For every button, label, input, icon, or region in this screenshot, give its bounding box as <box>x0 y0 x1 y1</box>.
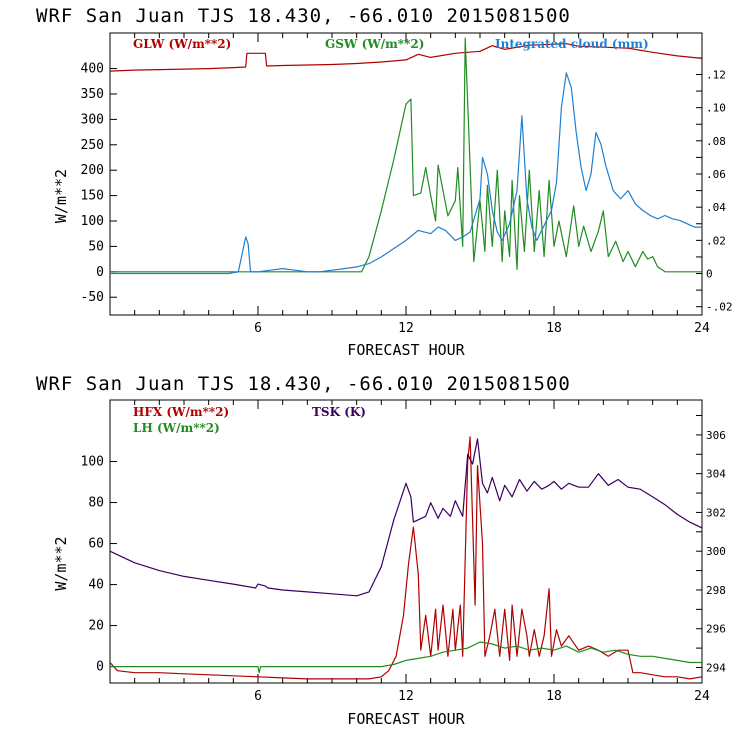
y-tick-label: 0 <box>96 265 104 280</box>
series-line-gsw <box>110 37 702 273</box>
plot-frame <box>109 32 703 316</box>
y-tick-label: 200 <box>81 163 104 178</box>
y-tick-label: -50 <box>81 290 104 305</box>
legend-entry: Integrated cloud (mm) <box>495 37 649 51</box>
y-tick-label: 100 <box>81 455 104 470</box>
x-tick-label: 24 <box>694 689 710 704</box>
chart-panel-1: WRF San Juan TJS 18.430, -66.010 2015081… <box>36 5 733 359</box>
x-tick-label: 18 <box>546 321 562 336</box>
y-tick-label: 250 <box>81 138 104 153</box>
x-tick-label: 6 <box>254 689 262 704</box>
y2-tick-label: .10 <box>706 102 726 115</box>
x-axis-label: FORECAST HOUR <box>347 341 465 359</box>
y2-tick-label: 300 <box>706 545 726 558</box>
y2-tick-label: -.02 <box>706 301 733 314</box>
y-axis-label: W/m**2 <box>52 169 70 223</box>
series-line-hfx <box>109 436 703 680</box>
y2-tick-label: .06 <box>706 168 726 181</box>
y-tick-label: 400 <box>81 62 104 77</box>
legend-entry: TSK (K) <box>312 405 366 419</box>
x-axis-label: FORECAST HOUR <box>347 710 465 728</box>
y2-tick-label: .04 <box>706 201 726 214</box>
legend-entry: GSW (W/m**2) <box>325 37 424 51</box>
y-tick-label: 60 <box>88 537 104 552</box>
y-tick-label: 40 <box>88 578 104 593</box>
x-tick-label: 24 <box>694 321 710 336</box>
series-line-glw <box>109 43 703 72</box>
y-tick-label: 20 <box>88 619 104 634</box>
x-tick-label: 12 <box>398 689 414 704</box>
x-tick-label: 6 <box>254 321 262 336</box>
y2-tick-label: 294 <box>706 661 726 674</box>
x-tick-label: 12 <box>398 321 414 336</box>
y-axis-label: W/m**2 <box>52 536 70 590</box>
y2-tick-label: 304 <box>706 468 726 481</box>
y2-tick-label: 296 <box>706 623 726 636</box>
legend-entry: HFX (W/m**2) <box>133 405 229 419</box>
chart-title: WRF San Juan TJS 18.430, -66.010 2015081… <box>36 373 571 395</box>
chart-panel-2: WRF San Juan TJS 18.430, -66.010 2015081… <box>36 373 726 728</box>
y-tick-label: 350 <box>81 87 104 102</box>
y2-tick-label: .08 <box>706 135 726 148</box>
y-tick-label: 150 <box>81 189 104 204</box>
y-tick-label: 0 <box>96 660 104 675</box>
y-tick-label: 300 <box>81 112 104 127</box>
series-line-tsk <box>109 438 703 597</box>
y2-tick-label: 298 <box>706 584 726 597</box>
plot-frame <box>109 399 703 684</box>
chart-title: WRF San Juan TJS 18.430, -66.010 2015081… <box>36 5 571 27</box>
x-tick-label: 18 <box>546 689 562 704</box>
y2-tick-label: 0 <box>706 268 713 281</box>
legend-entry: GLW (W/m**2) <box>133 37 231 51</box>
y-tick-label: 100 <box>81 214 104 229</box>
legend-entry: LH (W/m**2) <box>133 421 220 435</box>
y-tick-label: 80 <box>88 496 104 511</box>
y2-tick-label: .12 <box>706 68 726 81</box>
y2-tick-label: .02 <box>706 234 726 247</box>
series-line-integrated <box>110 72 702 275</box>
y2-tick-label: 302 <box>706 506 726 519</box>
y-tick-label: 50 <box>88 239 104 254</box>
series-line-lh <box>110 641 702 674</box>
y2-tick-label: 306 <box>706 429 726 442</box>
